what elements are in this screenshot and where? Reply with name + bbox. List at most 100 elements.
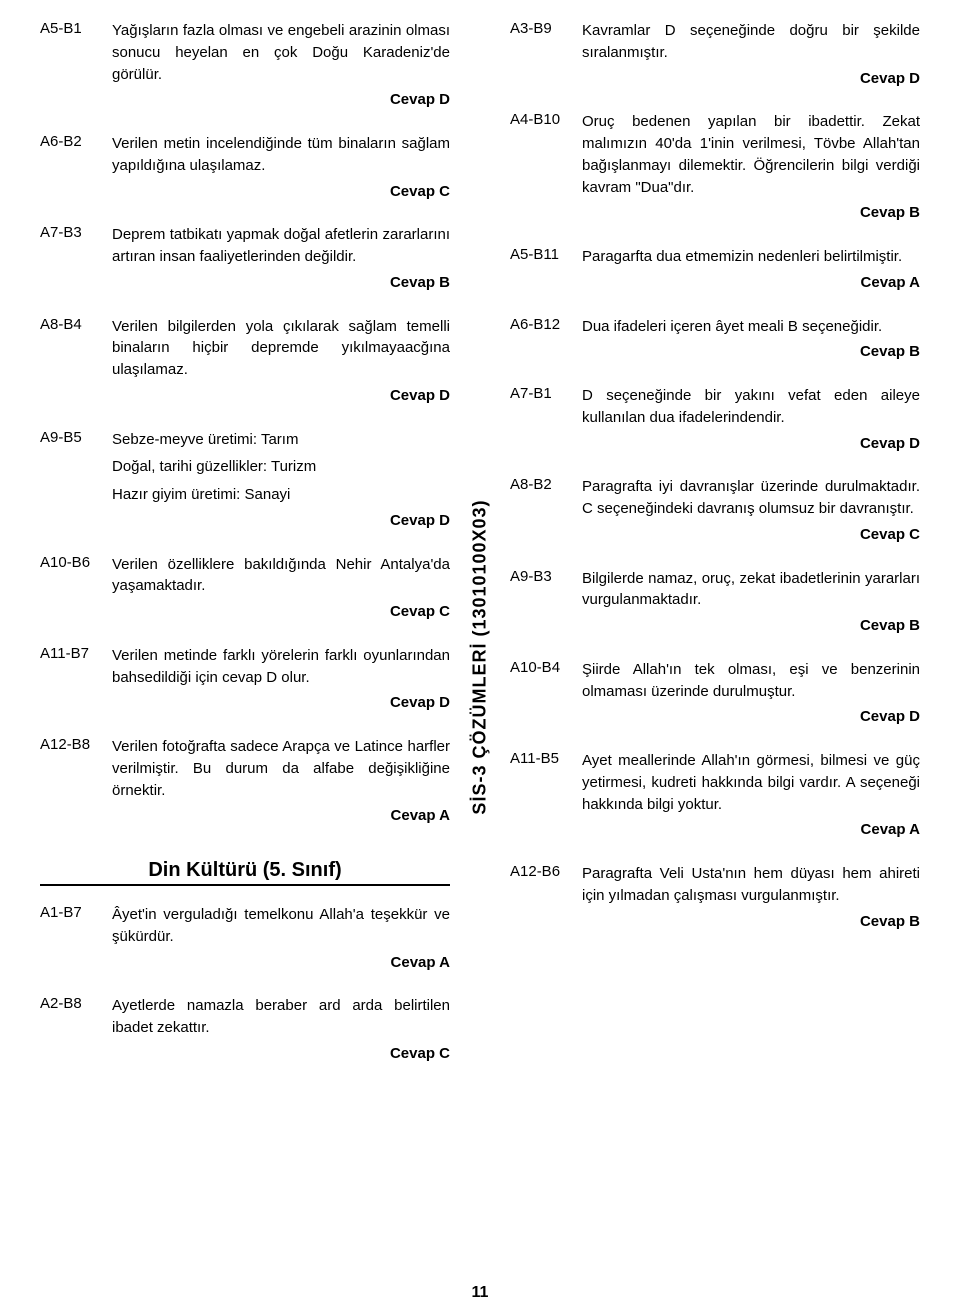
entry-label: A6-B12 — [510, 316, 582, 364]
entry-text: Paragrafta iyi davranışlar üzerinde duru… — [582, 476, 920, 520]
entry-text: Bilgilerde namaz, oruç, zekat ibadetleri… — [582, 568, 920, 612]
answer-entry: A12-B6Paragrafta Veli Usta'nın hem düyas… — [510, 863, 920, 932]
answer-entry: A7-B1D seçeneğinde bir yakını vefat eden… — [510, 385, 920, 454]
entry-label: A12-B8 — [40, 736, 112, 827]
answer-label: Cevap D — [582, 706, 920, 728]
answer-label: Cevap D — [112, 510, 450, 532]
entry-text: Ayetlerde namazla beraber ard arda belir… — [112, 995, 450, 1039]
answer-label: Cevap A — [112, 952, 450, 974]
answer-label: Cevap B — [112, 272, 450, 294]
entry-body: Ayetlerde namazla beraber ard arda belir… — [112, 995, 450, 1064]
entry-body: Verilen metinde farklı yörelerin farklı … — [112, 645, 450, 714]
entry-body: Oruç bedenen yapılan bir ibadettir. Zeka… — [582, 111, 920, 224]
answer-label: Cevap C — [112, 601, 450, 623]
entry-text-line: Sebze-meyve üretimi: Tarım — [112, 429, 450, 451]
left-column: A5-B1Yağışların fazla olması ve engebeli… — [40, 20, 480, 1294]
answer-entry: A11-B5Ayet meallerinde Allah'ın görmesi,… — [510, 750, 920, 841]
entry-text: Kavramlar D seçeneğinde doğru bir şekild… — [582, 20, 920, 64]
answer-entry: A1-B7Âyet'in verguladığı temelkonu Allah… — [40, 904, 450, 973]
entry-label: A5-B11 — [510, 246, 582, 294]
entry-label: A9-B3 — [510, 568, 582, 637]
entry-text: Paragarfta dua etmemizin nedenleri belir… — [582, 246, 920, 268]
entry-body: Paragrafta Veli Usta'nın hem düyası hem … — [582, 863, 920, 932]
entry-label: A11-B7 — [40, 645, 112, 714]
answer-entry: A2-B8Ayetlerde namazla beraber ard arda … — [40, 995, 450, 1064]
entry-label: A2-B8 — [40, 995, 112, 1064]
answer-entry: A12-B8Verilen fotoğrafta sadece Arapça v… — [40, 736, 450, 827]
entry-body: Bilgilerde namaz, oruç, zekat ibadetleri… — [582, 568, 920, 637]
answer-entry: A9-B5Sebze-meyve üretimi: Tarım Doğal, ta… — [40, 429, 450, 532]
entry-text: Deprem tatbikatı yapmak doğal afetlerin … — [112, 224, 450, 268]
entry-body: Verilen bilgilerden yola çıkılarak sağla… — [112, 316, 450, 407]
answer-entry: A3-B9Kavramlar D seçeneğinde doğru bir ş… — [510, 20, 920, 89]
answer-entry: A6-B2Verilen metin incelendiğinde tüm bi… — [40, 133, 450, 202]
entry-label: A8-B2 — [510, 476, 582, 545]
entry-body: Yağışların fazla olması ve engebeli araz… — [112, 20, 450, 111]
entry-text-line: Doğal, tarihi güzellikler: Turizm — [112, 456, 450, 478]
entry-text: Verilen özelliklere bakıldığında Nehir A… — [112, 554, 450, 598]
entry-label: A7-B3 — [40, 224, 112, 293]
answer-label: Cevap B — [582, 202, 920, 224]
answer-label: Cevap D — [582, 433, 920, 455]
answer-label: Cevap C — [112, 181, 450, 203]
answer-entry: A4-B10Oruç bedenen yapılan bir ibadettir… — [510, 111, 920, 224]
answer-label: Cevap D — [582, 68, 920, 90]
entry-text: Paragrafta Veli Usta'nın hem düyası hem … — [582, 863, 920, 907]
entry-text: Verilen fotoğrafta sadece Arapça ve Lati… — [112, 736, 450, 801]
entry-label: A1-B7 — [40, 904, 112, 973]
entry-label: A6-B2 — [40, 133, 112, 202]
answer-label: Cevap C — [582, 524, 920, 546]
answer-entry: A8-B2Paragrafta iyi davranışlar üzerinde… — [510, 476, 920, 545]
entry-body: Verilen özelliklere bakıldığında Nehir A… — [112, 554, 450, 623]
right-column: A3-B9Kavramlar D seçeneğinde doğru bir ş… — [480, 20, 920, 1294]
entry-body: Deprem tatbikatı yapmak doğal afetlerin … — [112, 224, 450, 293]
entry-body: Paragarfta dua etmemizin nedenleri belir… — [582, 246, 920, 294]
page-number: 11 — [472, 1284, 489, 1302]
answer-label: Cevap B — [582, 911, 920, 933]
entry-text: Oruç bedenen yapılan bir ibadettir. Zeka… — [582, 111, 920, 198]
answer-entry: A7-B3Deprem tatbikatı yapmak doğal afetl… — [40, 224, 450, 293]
entry-label: A5-B1 — [40, 20, 112, 111]
entry-body: Dua ifadeleri içeren âyet meali B seçene… — [582, 316, 920, 364]
answer-label: Cevap D — [112, 385, 450, 407]
entry-text: Şiirde Allah'ın tek olması, eşi ve benze… — [582, 659, 920, 703]
entry-body: Verilen metin incelendiğinde tüm binalar… — [112, 133, 450, 202]
entry-body: Sebze-meyve üretimi: Tarım Doğal, tarihi … — [112, 429, 450, 532]
answer-entry: A5-B1Yağışların fazla olması ve engebeli… — [40, 20, 450, 111]
answer-label: Cevap A — [582, 272, 920, 294]
entry-label: A12-B6 — [510, 863, 582, 932]
entry-label: A9-B5 — [40, 429, 112, 532]
entry-body: Âyet'in verguladığı temelkonu Allah'a te… — [112, 904, 450, 973]
entry-body: D seçeneğinde bir yakını vefat eden aile… — [582, 385, 920, 454]
entry-body: Şiirde Allah'ın tek olması, eşi ve benze… — [582, 659, 920, 728]
entry-text-line: Hazır giyim üretimi: Sanayi — [112, 484, 450, 506]
entry-text: Verilen metinde farklı yörelerin farklı … — [112, 645, 450, 689]
answer-entry: A11-B7Verilen metinde farklı yörelerin f… — [40, 645, 450, 714]
answer-entry: A10-B4Şiirde Allah'ın tek olması, eşi ve… — [510, 659, 920, 728]
entry-text: Verilen metin incelendiğinde tüm binalar… — [112, 133, 450, 177]
entry-label: A8-B4 — [40, 316, 112, 407]
entry-text: Verilen bilgilerden yola çıkılarak sağla… — [112, 316, 450, 381]
answer-label: Cevap B — [582, 341, 920, 363]
entry-label: A7-B1 — [510, 385, 582, 454]
entry-label: A10-B6 — [40, 554, 112, 623]
entry-label: A4-B10 — [510, 111, 582, 224]
entry-text: Ayet meallerinde Allah'ın görmesi, bilme… — [582, 750, 920, 815]
answer-entry: A5-B11Paragarfta dua etmemizin nedenleri… — [510, 246, 920, 294]
answer-label: Cevap A — [112, 805, 450, 827]
entry-body: Verilen fotoğrafta sadece Arapça ve Lati… — [112, 736, 450, 827]
entry-text: Yağışların fazla olması ve engebeli araz… — [112, 20, 450, 85]
answer-label: Cevap B — [582, 615, 920, 637]
entry-text: Âyet'in verguladığı temelkonu Allah'a te… — [112, 904, 450, 948]
answer-entry: A6-B12Dua ifadeleri içeren âyet meali B … — [510, 316, 920, 364]
answer-label: Cevap A — [582, 819, 920, 841]
answer-label: Cevap C — [112, 1043, 450, 1065]
entry-text: D seçeneğinde bir yakını vefat eden aile… — [582, 385, 920, 429]
entry-label: A3-B9 — [510, 20, 582, 89]
section-heading: Din Kültürü (5. Sınıf) — [40, 859, 450, 886]
entry-label: A11-B5 — [510, 750, 582, 841]
answer-entry: A10-B6Verilen özelliklere bakıldığında N… — [40, 554, 450, 623]
entry-body: Ayet meallerinde Allah'ın görmesi, bilme… — [582, 750, 920, 841]
vertical-label: SİS-3 ÇÖZÜMLERİ (13010100X03) — [470, 499, 491, 814]
answer-entry: A8-B4Verilen bilgilerden yola çıkılarak … — [40, 316, 450, 407]
